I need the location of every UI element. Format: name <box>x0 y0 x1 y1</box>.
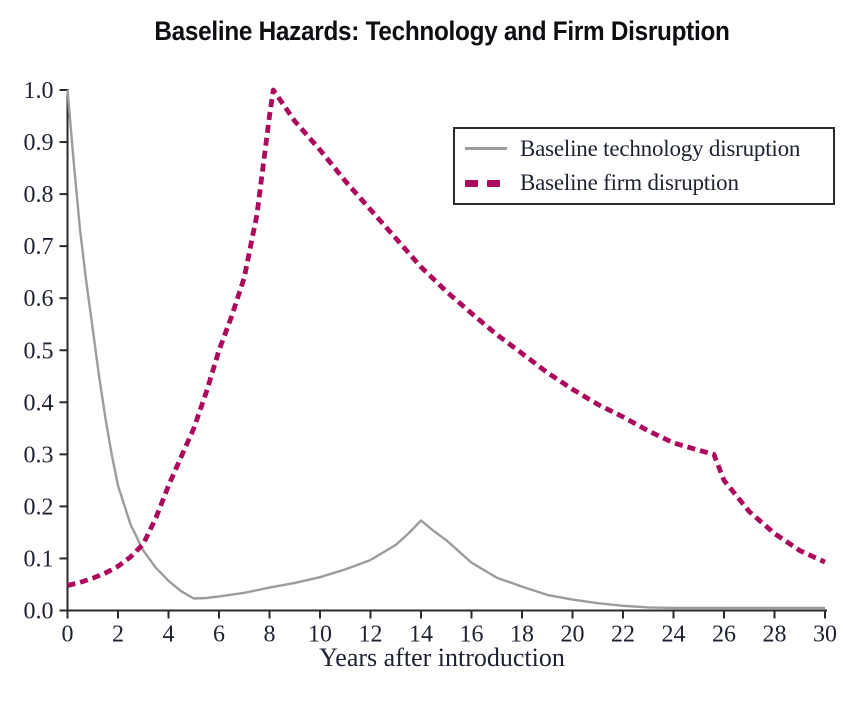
x-tick-label: 12 <box>359 622 383 648</box>
x-tick-label: 8 <box>264 622 276 648</box>
y-tick-label: 0.9 <box>24 130 54 156</box>
series-line-technology <box>66 89 825 610</box>
legend-item-firm: Baseline firm disruption <box>465 166 829 200</box>
y-tick-label: 0.7 <box>24 234 54 260</box>
technology-solid-line-swatch <box>465 147 507 151</box>
legend-item-technology: Baseline technology disruption <box>465 132 829 166</box>
legend-label-firm: Baseline firm disruption <box>520 170 739 196</box>
x-tick-label: 22 <box>611 622 635 648</box>
y-tick-label: 0.4 <box>24 390 54 416</box>
y-tick-label: 0.2 <box>24 494 54 520</box>
x-tick-label: 4 <box>163 622 175 648</box>
x-tick-label: 14 <box>409 622 433 648</box>
x-axis-title: Years after introduction <box>319 643 565 672</box>
series-line-firm <box>66 87 826 588</box>
x-tick-label: 16 <box>460 622 484 648</box>
x-tick-label: 2 <box>112 622 124 648</box>
x-tick-label: 0 <box>62 622 74 648</box>
chart-title: Baseline Hazards: Technology and Firm Di… <box>154 16 730 46</box>
x-tick-label: 30 <box>813 622 837 648</box>
legend: Baseline technology disruption Baseline … <box>453 127 835 205</box>
x-tick-label: 28 <box>763 622 787 648</box>
x-tick-label: 10 <box>308 622 332 648</box>
y-tick-label: 0.1 <box>24 546 54 572</box>
x-tick-label: 6 <box>213 622 225 648</box>
x-tick-label: 20 <box>561 622 585 648</box>
y-tick-label: 0.5 <box>24 338 54 364</box>
y-tick-label: 0.8 <box>24 182 54 208</box>
x-tick-label: 26 <box>712 622 736 648</box>
firm-dashed-line-swatch <box>465 179 507 187</box>
y-tick-label: 0.6 <box>24 286 54 312</box>
y-tick-label: 1.0 <box>24 78 54 104</box>
y-tick-label: 0.0 <box>24 599 54 625</box>
y-tick-label: 0.3 <box>24 442 54 468</box>
legend-label-technology: Baseline technology disruption <box>520 135 801 161</box>
x-tick-label: 24 <box>662 622 686 648</box>
x-tick-label: 18 <box>510 622 534 648</box>
